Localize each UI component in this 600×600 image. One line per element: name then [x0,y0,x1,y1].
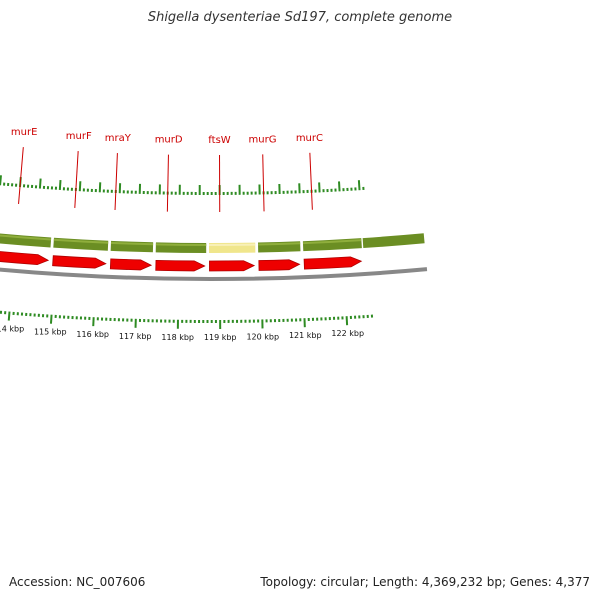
tick-mark [58,179,62,191]
gene-band-sheen [0,234,52,241]
gene-label-ftsW: ftsW [208,135,230,146]
gene-band-murC [302,238,362,252]
gene-label-murE: murE [11,127,38,138]
scale-label-114: 114 kbp [0,324,24,333]
leader-line-murD [166,154,169,212]
genome-stats-text: Topology: circular; Length: 4,369,232 bp… [260,575,590,589]
gene-band-segment [362,233,425,249]
scale-label-group: 114 kbp 115 kbp 116 kbp 117 kbp 118 kbp 119 k… [0,324,364,341]
scale-label-118: 118 kbp [161,333,194,342]
gene-band-sheen [53,238,109,244]
cds-arrow-murE [0,251,50,266]
gene-label-murD: murD [155,135,183,146]
gene-band-sheen [155,243,207,246]
inner-tick-ring [0,310,374,329]
gene-label-murF: murF [66,131,92,142]
gene-label-murC: murC [296,133,323,144]
gene-label-mraY: mraY [105,133,132,144]
gene-band-murD [155,242,207,253]
accession-text: Accession: NC_007606 [9,575,146,589]
scale-label-116: 116 kbp [76,330,109,339]
gene-band-sheen [110,241,154,246]
gene-label-murG: murG [249,134,277,145]
gene-band-track [0,233,425,253]
scale-label-120: 120 kbp [246,332,279,341]
gene-band-murG [257,241,301,253]
leader-line-murF [74,151,79,208]
leader-line-murG [262,154,265,212]
leader-line-mraY [114,153,118,211]
scale-label-119: 119 kbp [204,333,237,342]
gene-band-sheen [302,239,362,245]
outer-tick-ring [0,175,365,196]
backbone-track [0,267,428,281]
tick-mark [78,181,82,192]
tick-mark [357,180,361,191]
gene-label-group: murE murF mraY murD ftsW murG murC [11,127,323,212]
tick-mark [0,175,2,186]
tick-mark [338,181,341,192]
tick-mark [7,311,11,321]
cds-arrow-murF [52,255,107,269]
scale-label-115: 115 kbp [34,328,67,337]
gene-band-murE [0,233,52,248]
cds-arrow-mraY [109,258,153,271]
map-title: Shigella dysenteriae Sd197, complete gen… [147,10,453,25]
gene-band-murF [53,237,109,251]
leader-line-murC [309,152,313,210]
scale-label-121: 121 kbp [289,331,322,340]
scale-label-117: 117 kbp [119,332,152,341]
tick-mark [345,316,349,326]
tick-mark [38,178,42,189]
cds-arrow-ftsW [209,260,256,272]
gene-band-mraY [110,240,154,253]
cds-arrow-murD [155,259,206,272]
cds-arrow-track [0,251,363,272]
cds-arrow-murC [303,256,363,270]
leader-line-murE [18,147,24,204]
cds-arrow-murG [258,259,301,271]
tick-mark [49,314,53,324]
gene-band-sheen [258,242,301,246]
scale-label-122: 122 kbp [331,329,364,338]
backbone-line [0,267,428,281]
